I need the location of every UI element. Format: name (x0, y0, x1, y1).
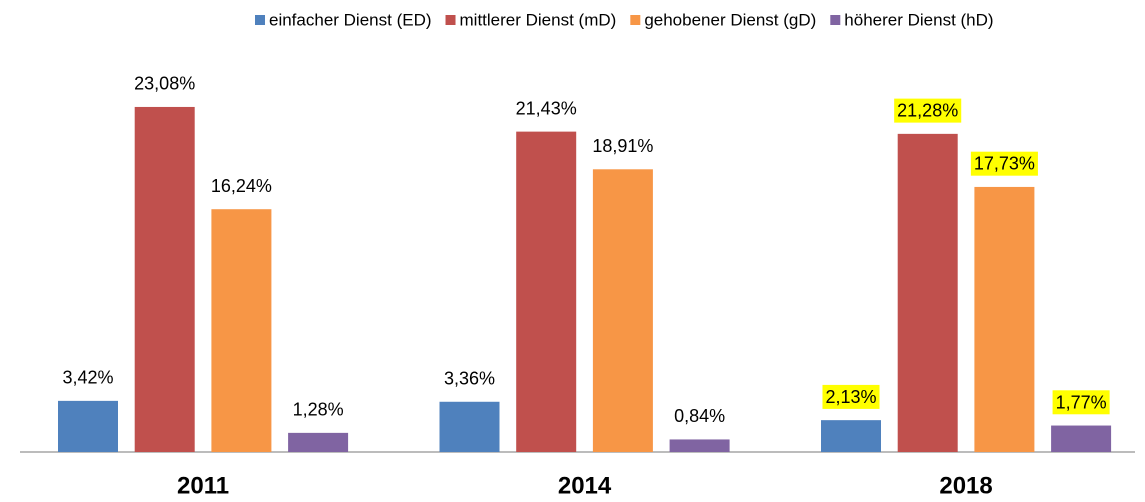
value-label: 1,28% (293, 400, 344, 420)
value-label-group: 3,36% (444, 369, 495, 389)
bar (1051, 425, 1112, 452)
value-label: 21,28% (897, 101, 958, 121)
bar (669, 439, 730, 452)
bar (897, 133, 958, 452)
bar (592, 169, 653, 452)
x-tick-label: 2014 (558, 472, 612, 499)
legend-label: gehobener Dienst (gD) (644, 10, 816, 29)
bar (211, 209, 272, 452)
value-label: 0,84% (674, 406, 725, 426)
label-highlight (1052, 390, 1110, 415)
value-label-group: 21,43% (516, 98, 577, 118)
bar (134, 106, 195, 452)
legend-swatch (445, 15, 456, 25)
legend-swatch (630, 15, 641, 25)
value-label-group: 23,08% (134, 74, 195, 94)
bar (58, 400, 118, 452)
value-label-group: 1,28% (293, 400, 344, 420)
legend-label: mittlerer Dienst (mD) (460, 10, 617, 29)
value-label-group: 1,77% (1052, 390, 1110, 415)
value-label-group: 18,91% (592, 136, 653, 156)
bar (516, 131, 577, 452)
value-label: 18,91% (592, 136, 653, 156)
value-label: 1,77% (1056, 392, 1107, 412)
value-label: 3,42% (62, 368, 113, 388)
value-label: 3,36% (444, 369, 495, 389)
legend-label: einfacher Dienst (ED) (269, 10, 432, 29)
label-highlight (970, 151, 1038, 176)
x-tick-label: 2011 (177, 472, 229, 499)
value-label-group: 3,42% (62, 368, 113, 388)
legend-label: höherer Dienst (hD) (844, 10, 993, 29)
value-label: 21,43% (516, 98, 577, 118)
value-label-group: 21,28% (894, 98, 962, 123)
bar (288, 432, 349, 452)
value-label: 17,73% (974, 154, 1035, 174)
bar (821, 420, 881, 452)
legend-swatch (830, 15, 841, 25)
value-label: 23,08% (134, 74, 195, 94)
bar (439, 401, 500, 452)
value-label-group: 2,13% (822, 384, 880, 409)
label-highlight (894, 98, 962, 123)
value-label-group: 17,73% (970, 151, 1038, 176)
value-label-group: 0,84% (674, 406, 725, 426)
x-tick-label: 2018 (939, 472, 992, 499)
label-highlight (822, 384, 880, 409)
value-label: 16,24% (211, 176, 272, 196)
value-label: 2,13% (825, 387, 876, 407)
bar (974, 186, 1035, 452)
value-label-group: 16,24% (211, 176, 272, 196)
legend-swatch (255, 15, 265, 25)
